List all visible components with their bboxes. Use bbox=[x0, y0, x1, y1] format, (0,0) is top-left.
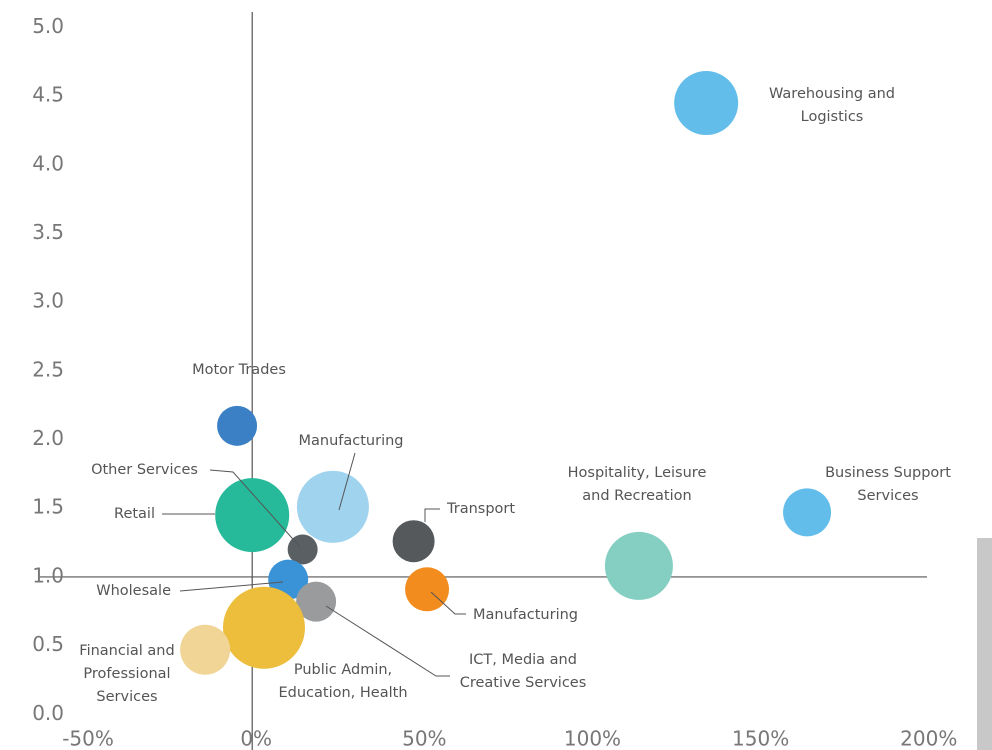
bubble bbox=[296, 470, 369, 543]
label-line: Transport bbox=[446, 501, 515, 517]
bubble-label: Manufacturing bbox=[299, 433, 404, 449]
bubble-label: Wholesale bbox=[96, 583, 171, 599]
x-tick-label: 100% bbox=[564, 727, 621, 750]
bubble bbox=[405, 567, 450, 612]
bubble bbox=[392, 520, 435, 563]
bubble-label: Other Services bbox=[91, 462, 198, 478]
bubble bbox=[674, 71, 739, 136]
scrollbar bbox=[977, 538, 992, 750]
label-line: Education, Health bbox=[278, 685, 407, 701]
label-line: Business Support bbox=[825, 465, 951, 481]
y-tick-label: 0.5 bbox=[32, 632, 64, 656]
label-line: Hospitality, Leisure bbox=[568, 465, 707, 481]
y-tick-label: 2.0 bbox=[32, 426, 64, 450]
x-tick-label: -50% bbox=[62, 727, 114, 750]
y-tick-label: 4.5 bbox=[32, 83, 64, 107]
y-tick-label: 2.5 bbox=[32, 357, 64, 381]
label-line: Warehousing and bbox=[769, 86, 895, 102]
bubble-label: Financial and Professional Services bbox=[79, 643, 174, 705]
bubble bbox=[217, 405, 258, 446]
label-line: Manufacturing bbox=[473, 607, 578, 623]
bubble-label: Transport bbox=[446, 501, 515, 517]
y-tick-label: 1.5 bbox=[32, 495, 64, 519]
y-tick-label: 3.5 bbox=[32, 220, 64, 244]
leader-line bbox=[430, 591, 466, 615]
y-tick-label: 5.0 bbox=[32, 14, 64, 38]
leader-line bbox=[424, 508, 440, 522]
leader-line bbox=[209, 469, 301, 548]
bubble-label: Manufacturing bbox=[473, 607, 578, 623]
bubble bbox=[296, 581, 337, 622]
bubble bbox=[180, 624, 231, 675]
y-tick-label: 1.0 bbox=[32, 563, 64, 587]
leader-line bbox=[179, 581, 284, 592]
label-line: Manufacturing bbox=[299, 433, 404, 449]
label-line: Services bbox=[96, 689, 157, 705]
label-line: Public Admin, bbox=[294, 662, 392, 678]
label-line: Other Services bbox=[91, 462, 198, 478]
bubble-label: Motor Trades bbox=[192, 362, 286, 378]
leader-line bbox=[325, 605, 450, 677]
bubble bbox=[604, 531, 673, 600]
label-line: Logistics bbox=[801, 109, 864, 125]
label-line: Wholesale bbox=[96, 583, 171, 599]
label-line: ICT, Media and bbox=[469, 652, 577, 668]
bubble-label: Retail bbox=[114, 506, 155, 522]
y-tick-label: 0.0 bbox=[32, 701, 64, 725]
bubble-label: Hospitality, Leisure and Recreation bbox=[568, 465, 707, 504]
x-tick-label: 200% bbox=[900, 727, 957, 750]
x-tick-label: 150% bbox=[732, 727, 789, 750]
y-tick-label: 3.0 bbox=[32, 289, 64, 313]
label-line: Services bbox=[857, 488, 918, 504]
x-tick-label: 50% bbox=[402, 727, 446, 750]
label-line: Creative Services bbox=[460, 675, 587, 691]
bubble-label: ICT, Media and Creative Services bbox=[460, 652, 587, 691]
x-tick-label: 0% bbox=[240, 727, 272, 750]
bubble bbox=[783, 488, 832, 537]
label-line: Professional bbox=[83, 666, 170, 682]
bubble bbox=[222, 586, 305, 669]
bubble-label: Business Support Services bbox=[825, 465, 951, 504]
bubble-label: Public Admin, Education, Health bbox=[278, 662, 407, 701]
bubble bbox=[215, 478, 290, 553]
y-tick-label: 4.0 bbox=[32, 151, 64, 175]
leader-line bbox=[338, 452, 356, 511]
label-line: and Recreation bbox=[582, 488, 691, 504]
label-line: Motor Trades bbox=[192, 362, 286, 378]
label-line: Retail bbox=[114, 506, 155, 522]
label-line: Financial and bbox=[79, 643, 174, 659]
bubble-label: Warehousing and Logistics bbox=[769, 86, 895, 125]
